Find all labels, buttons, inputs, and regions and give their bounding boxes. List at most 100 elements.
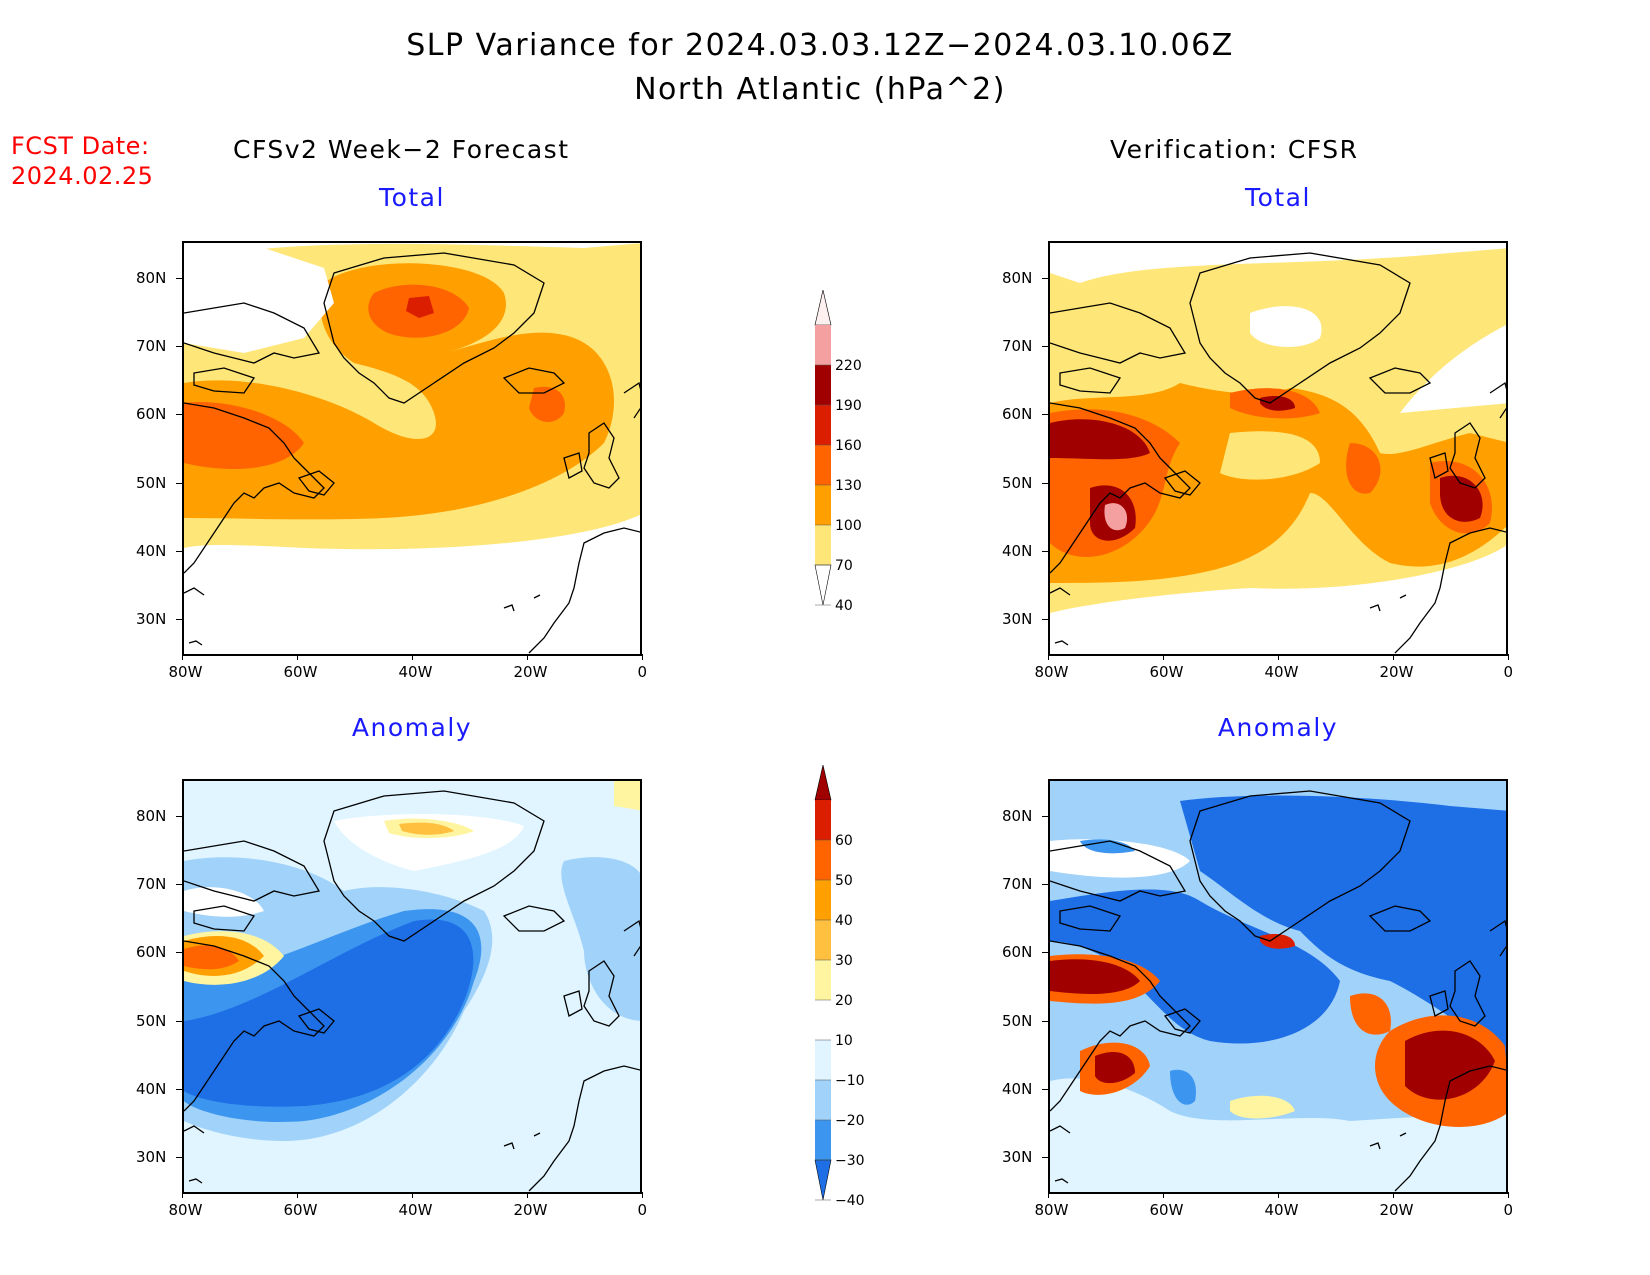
colorbar-label: 40: [835, 913, 853, 929]
verification-total-lon-tick-mark: [1393, 654, 1394, 660]
verification-anomaly-lat-tick-mark: [1042, 884, 1048, 885]
forecast-total-lat-tick-mark: [176, 551, 182, 552]
forecast-total-lat-tick: 80N: [136, 269, 167, 287]
forecast-anomaly-lat-tick-mark: [176, 1021, 182, 1022]
verification-anomaly-lat-tick-mark: [1042, 816, 1048, 817]
colorbar-label: −40: [835, 1193, 865, 1205]
colorbar-segment: [815, 365, 831, 405]
colorbar-top-extension: [814, 765, 832, 801]
verification-anomaly-lat-tick: 60N: [1002, 943, 1033, 961]
verification-total-lon-tick: 20W: [1379, 663, 1414, 681]
forecast-total-lat-tick-mark: [176, 346, 182, 347]
verification-anomaly-lon-tick-mark: [1508, 1192, 1509, 1198]
forecast-total-lat-tick: 50N: [136, 474, 167, 492]
colorbar-label: 40: [835, 598, 853, 614]
verification-total-lon-tick-mark: [1278, 654, 1279, 660]
verification-anomaly-lon-tick: 40W: [1264, 1201, 1299, 1219]
verification-total-lon-tick-mark: [1163, 654, 1164, 660]
colorbar-segment: [815, 880, 831, 920]
forecast-anomaly-map: [182, 779, 642, 1194]
verification-anomaly-field: [1050, 781, 1506, 1192]
forecast-anomaly-field: [184, 781, 640, 1192]
forecast-total-lon-tick-mark: [527, 654, 528, 660]
colorbar-label: 20: [835, 993, 853, 1009]
verification-anomaly-lon-tick-mark: [1163, 1192, 1164, 1198]
colorbar-label: −30: [835, 1153, 865, 1169]
forecast-total-lat-tick: 70N: [136, 337, 167, 355]
colorbar-segment: [815, 960, 831, 1000]
verification-total-lat-tick: 80N: [1002, 269, 1033, 287]
colorbar-label: 160: [835, 438, 862, 454]
colorbar-label: 190: [835, 398, 862, 414]
forecast-total-field: [184, 243, 640, 654]
colorbar-segment: [815, 485, 831, 525]
map-title: SLP Variance for 2024.03.03.12Z−2024.03.…: [406, 28, 1234, 63]
forecast-total-lat-tick-mark: [176, 619, 182, 620]
forecast-column-title: CFSv2 Week−2 Forecast: [233, 135, 570, 164]
forecast-total-lon-tick-mark: [642, 654, 643, 660]
verification-total-lat-tick-mark: [1042, 483, 1048, 484]
anomaly-colorbar: 60 50 40 30 20 10 −10 −20 −30 −40: [814, 765, 865, 1205]
colorbar-label: 70: [835, 558, 853, 574]
verification-total-lat-tick: 50N: [1002, 474, 1033, 492]
forecast-total-lon-tick: 80W: [168, 663, 203, 681]
verification-anomaly-lon-tick: 20W: [1379, 1201, 1414, 1219]
forecast-total-lon-tick-mark: [182, 654, 183, 660]
forecast-anomaly-lat-tick: 80N: [136, 807, 167, 825]
verification-total-lon-tick: 0: [1503, 663, 1514, 681]
verification-anomaly-lat-tick: 30N: [1002, 1148, 1033, 1166]
forecast-total-lon-tick-mark: [412, 654, 413, 660]
verification-anomaly-lon-tick-mark: [1278, 1192, 1279, 1198]
verification-anomaly-lat-tick-mark: [1042, 1157, 1048, 1158]
verification-total-lat-tick: 40N: [1002, 542, 1033, 560]
verification-anomaly-lat-tick: 70N: [1002, 875, 1033, 893]
forecast-total-lat-tick: 40N: [136, 542, 167, 560]
verification-anomaly-lon-tick: 60W: [1149, 1201, 1184, 1219]
colorbar-bottom-extension: [814, 564, 832, 606]
verification-total-lat-tick: 70N: [1002, 337, 1033, 355]
verification-total-lat-tick: 60N: [1002, 405, 1033, 423]
verification-total-lon-tick-mark: [1048, 654, 1049, 660]
verification-total-lon-tick-mark: [1508, 654, 1509, 660]
colorbar-segment: [815, 525, 831, 565]
fcst-date-value: 2024.02.25: [11, 162, 154, 190]
verification-anomaly-lat-tick-mark: [1042, 1021, 1048, 1022]
verification-anomaly-lat-tick: 80N: [1002, 807, 1033, 825]
total-colorbar: 220 190 160 130 100 70 40: [814, 290, 862, 614]
forecast-anomaly-lon-tick-mark: [642, 1192, 643, 1198]
verification-anomaly-lon-tick: 80W: [1034, 1201, 1069, 1219]
forecast-total-title: Total: [379, 183, 445, 212]
colorbar-top-extension: [814, 290, 832, 326]
verification-total-lon-tick: 60W: [1149, 663, 1184, 681]
colorbar-label: 50: [835, 873, 853, 889]
colorbar-label: 10: [835, 1033, 853, 1049]
forecast-anomaly-lat-tick: 60N: [136, 943, 167, 961]
forecast-anomaly-lon-tick: 60W: [283, 1201, 318, 1219]
colorbar-label: 30: [835, 953, 853, 969]
forecast-anomaly-lon-tick: 40W: [398, 1201, 433, 1219]
forecast-anomaly-lat-tick: 70N: [136, 875, 167, 893]
forecast-anomaly-lat-tick: 50N: [136, 1012, 167, 1030]
colorbar-label: −20: [835, 1113, 865, 1129]
verification-anomaly-title: Anomaly: [1217, 713, 1339, 742]
verification-anomaly-lat-tick: 40N: [1002, 1080, 1033, 1098]
verification-total-lat-tick-mark: [1042, 414, 1048, 415]
colorbar-segment: [815, 445, 831, 485]
verification-total-lat-tick-mark: [1042, 278, 1048, 279]
forecast-anomaly-lat-tick: 30N: [136, 1148, 167, 1166]
colorbar-label: 60: [835, 833, 853, 849]
forecast-total-lat-tick-mark: [176, 414, 182, 415]
fcst-date-label: FCST Date:: [11, 132, 150, 160]
colorbar-segment: [815, 1040, 831, 1080]
forecast-total-lon-tick: 0: [637, 663, 648, 681]
forecast-anomaly-lon-tick: 80W: [168, 1201, 203, 1219]
verification-total-lat-tick-mark: [1042, 346, 1048, 347]
colorbar-segment: [815, 920, 831, 960]
forecast-anomaly-lat-tick-mark: [176, 1157, 182, 1158]
verification-total-lat-tick: 30N: [1002, 610, 1033, 628]
colorbar-segment: [815, 1000, 831, 1040]
colorbar-label: 130: [835, 478, 862, 494]
colorbar-segment: [815, 405, 831, 445]
colorbar-segment: [815, 1080, 831, 1120]
forecast-anomaly-lon-tick: 0: [637, 1201, 648, 1219]
